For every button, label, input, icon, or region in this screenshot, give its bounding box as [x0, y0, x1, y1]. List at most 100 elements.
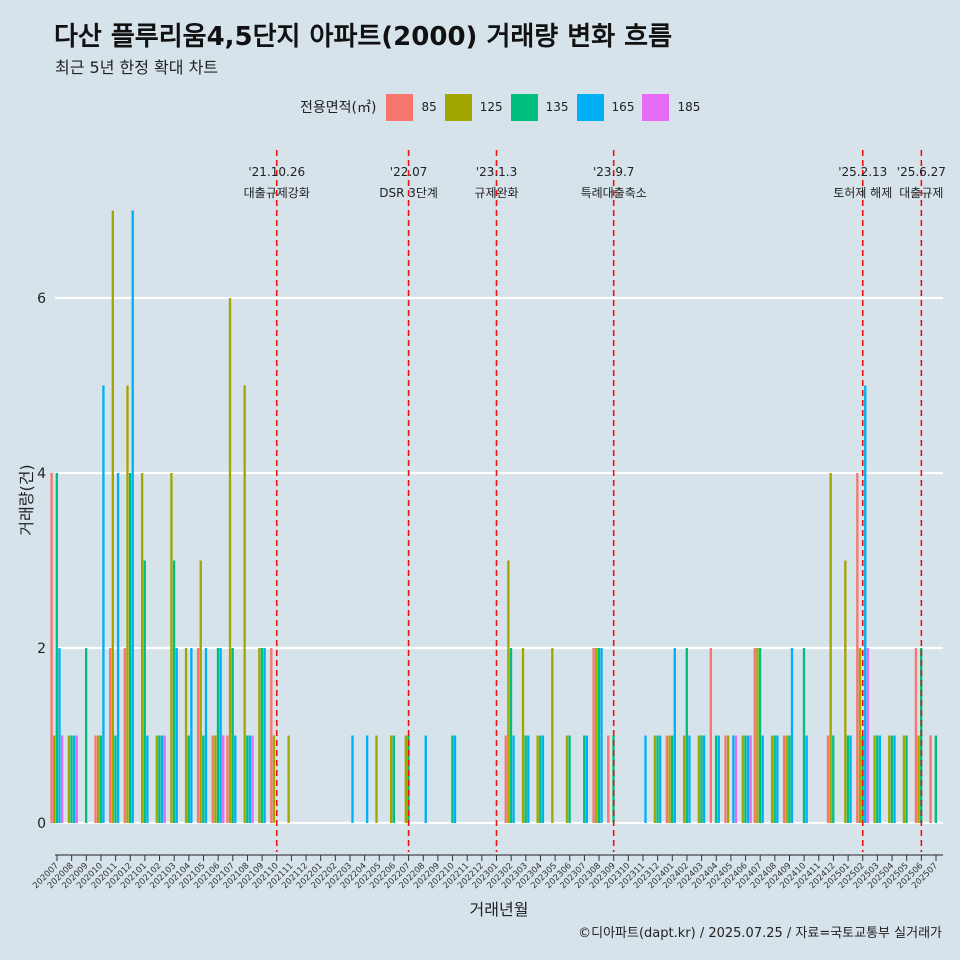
- bar-165-202109: [263, 648, 266, 823]
- legend-label: 85: [421, 100, 437, 114]
- bar-165-202304: [541, 735, 545, 823]
- bar-135-202402: [685, 648, 688, 823]
- bar-185-202106: [222, 735, 225, 823]
- bar-125-202501: [844, 560, 847, 823]
- bar-135-202008: [70, 735, 73, 823]
- bar-165-202012: [131, 210, 134, 823]
- bar-135-202501: [846, 735, 850, 823]
- legend-swatch: [576, 93, 604, 121]
- bar-135-202404: [714, 735, 718, 823]
- source-caption: ©디아파트(dapt.kr) / 2025.07.25 / 자료=국토교통부 실…: [578, 926, 942, 941]
- bar-165-202101: [146, 735, 149, 823]
- bar-165-202407: [761, 735, 764, 823]
- bar-165-202011: [116, 473, 120, 823]
- bar-165-202302: [512, 735, 515, 823]
- bar-85-202308: [592, 648, 595, 823]
- bar-185-202502: [866, 648, 870, 823]
- bar-165-202401: [673, 648, 676, 823]
- bar-165-202402: [688, 735, 691, 823]
- bar-85-202401: [665, 735, 669, 823]
- bar-125-202102: [155, 735, 158, 823]
- bar-135-202302: [509, 648, 513, 823]
- event-label: 규제완화: [474, 186, 518, 200]
- bar-125-202402: [682, 735, 686, 823]
- bar-135-202502: [861, 735, 864, 823]
- legend-item-135: 135: [510, 93, 569, 121]
- bar-125-202408: [770, 735, 774, 823]
- bar-135-202303: [524, 735, 527, 823]
- bar-135-202410: [802, 648, 806, 823]
- bar-125-202011: [111, 210, 114, 823]
- bar-125-202206: [389, 735, 393, 823]
- event-date: '23.1.3: [476, 165, 517, 179]
- bar-85-202011: [109, 648, 112, 823]
- legend-label: 185: [677, 100, 701, 114]
- bar-135-202406: [744, 735, 747, 823]
- bar-165-202408: [776, 735, 779, 823]
- bar-135-202105: [202, 735, 205, 823]
- event-date: '21.10.26: [248, 165, 305, 179]
- bar-135-202107: [231, 648, 234, 823]
- bar-135-202308: [597, 648, 601, 823]
- legend-item-125: 125: [444, 93, 503, 121]
- bar-85-202302: [504, 735, 507, 823]
- bar-125-202109: [258, 648, 261, 823]
- y-tick-label: 0: [37, 816, 46, 832]
- bar-125-202305: [551, 648, 554, 823]
- bar-165-202406: [746, 735, 750, 823]
- bar-125-202104: [184, 648, 188, 823]
- legend-swatch: [510, 93, 538, 121]
- bar-135-202504: [890, 735, 894, 823]
- bar-185-202405: [734, 735, 738, 823]
- chart-title: 다산 플루리움4,5단지 아파트(2000) 거래량 변화 흐름: [54, 22, 673, 52]
- bar-135-202012: [128, 473, 132, 823]
- bar-125-202007: [53, 735, 56, 823]
- bar-125-202106: [214, 735, 217, 823]
- bar-125-202412: [829, 473, 832, 823]
- bar-135-202104: [187, 735, 190, 823]
- bar-165-202410: [805, 735, 808, 823]
- event-label: 대출규제강화: [244, 186, 310, 200]
- bar-165-202203: [351, 735, 354, 823]
- bar-185-202102: [163, 735, 166, 823]
- bar-165-202404: [717, 735, 720, 823]
- bar-135-202010: [99, 735, 102, 823]
- bar-85-202412: [826, 735, 830, 823]
- bar-135-202009: [84, 648, 88, 823]
- bar-85-202405: [724, 735, 727, 823]
- bar-135-202007: [55, 473, 59, 823]
- bar-165-202208: [424, 735, 427, 823]
- bar-165-202105: [204, 648, 208, 823]
- bar-125-202111: [287, 735, 290, 823]
- bar-165-202403: [702, 735, 706, 823]
- bar-125-202103: [170, 473, 173, 823]
- bar-135-202505: [905, 735, 908, 823]
- bar-165-202007: [58, 648, 61, 823]
- bar-85-202106: [211, 735, 214, 823]
- bar-165-202308: [600, 648, 603, 823]
- legend-swatch: [642, 93, 670, 121]
- bar-85-202404: [709, 648, 712, 823]
- y-tick-label: 6: [37, 291, 46, 307]
- event-label: 특례대출축소: [581, 186, 647, 200]
- bar-135-202103: [172, 560, 176, 823]
- bar-85-202010: [94, 735, 97, 823]
- bar-165-202501: [849, 735, 852, 823]
- bar-135-202102: [158, 735, 161, 823]
- event-date: '25.6.27: [897, 165, 946, 179]
- bar-135-202408: [773, 735, 776, 823]
- bar-85-202409: [782, 735, 786, 823]
- bar-125-202308: [595, 648, 598, 823]
- bar-165-202103: [175, 648, 178, 823]
- bar-135-202312: [656, 735, 659, 823]
- bar-125-202312: [653, 735, 657, 823]
- bar-125-202101: [140, 473, 144, 823]
- bar-165-202504: [893, 735, 896, 823]
- bar-125-202304: [536, 735, 539, 823]
- bar-125-202504: [888, 735, 891, 823]
- legend-label: 135: [545, 100, 569, 114]
- bar-125-202403: [697, 735, 700, 823]
- bar-165-202312: [658, 735, 662, 823]
- bar-165-202210: [453, 735, 457, 823]
- legend-label: 125: [479, 100, 503, 114]
